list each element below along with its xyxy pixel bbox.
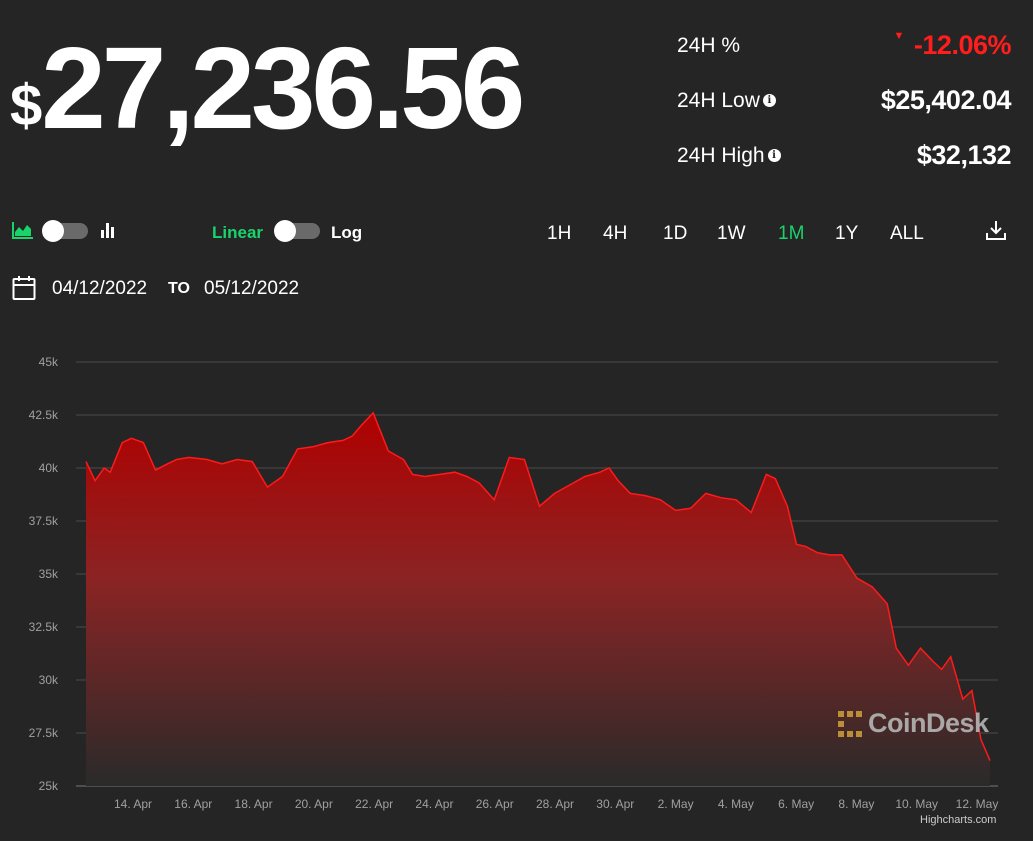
date-to-input[interactable]: 05/12/2022 [204, 278, 300, 299]
watermark-text: CoinDesk [868, 708, 989, 738]
stat-label: 24H % [677, 33, 741, 57]
stat-value: $25,402.04 [880, 85, 1012, 115]
date-range: 04/12/2022 TO 05/12/2022 [0, 273, 400, 303]
info-icon[interactable]: i [762, 94, 776, 107]
stat-value: ▼ -12.06% [893, 29, 1012, 61]
x-tick-label: 14. Apr [114, 797, 152, 811]
down-triangle-icon: ▼ [893, 29, 905, 42]
highcharts-credit[interactable]: Highcharts.com [920, 814, 997, 826]
range-all[interactable]: ALL [890, 223, 924, 244]
y-tick-label: 32.5k [29, 620, 59, 634]
x-tick-label: 4. May [718, 797, 754, 811]
chart-type-toggle[interactable] [42, 220, 88, 242]
x-tick-label: 8. May [838, 797, 874, 811]
stat-label: 24H High i [677, 144, 781, 168]
stat-value: $32,132 [916, 140, 1012, 170]
stat-24h-low: 24H Low i $25,402.04 [677, 73, 1012, 128]
change-percent: -12.06% [913, 30, 1012, 60]
x-tick-label: 10. May [895, 797, 938, 811]
y-tick-label: 27.5k [29, 726, 59, 740]
stat-24h-high: 24H High i $32,132 [677, 128, 1012, 183]
x-tick-label: 28. Apr [536, 797, 574, 811]
x-tick-label: 16. Apr [174, 797, 212, 811]
stats-panel: 24H % ▼ -12.06% 24H Low i $25,402.04 24H… [677, 18, 1012, 183]
calendar-icon[interactable] [12, 275, 36, 301]
x-tick-label: 26. Apr [476, 797, 514, 811]
range-1y[interactable]: 1Y [835, 223, 859, 244]
info-icon[interactable]: i [767, 149, 781, 162]
stat-24h-change: 24H % ▼ -12.06% [677, 18, 1012, 73]
x-tick-label: 24. Apr [415, 797, 453, 811]
y-tick-label: 42.5k [29, 408, 59, 422]
y-tick-label: 37.5k [29, 514, 59, 528]
y-tick-label: 45k [39, 355, 59, 369]
x-tick-label: 22. Apr [355, 797, 393, 811]
range-1d[interactable]: 1D [663, 223, 688, 244]
stat-label-text: 24H High [677, 143, 765, 167]
y-tick-label: 40k [39, 461, 59, 475]
price-value: 27,236.56 [41, 23, 525, 153]
stat-label-text: 24H Low [677, 88, 760, 112]
y-tick-label: 30k [39, 673, 59, 687]
chart-controls: Linear Log 1H 4H 1D 1W 1M 1Y ALL [0, 215, 1033, 249]
x-tick-label: 12. May [956, 797, 999, 811]
price-chart[interactable]: 25k 27.5k 30k 32.5k 35k 37.5k 40k 42.5k 45k 14. … [0, 340, 1033, 820]
area-chart-icon[interactable] [12, 221, 34, 239]
scale-linear-label[interactable]: Linear [212, 223, 264, 242]
download-icon[interactable] [985, 219, 1007, 241]
toggle-knob [42, 220, 64, 242]
x-tick-label: 6. May [778, 797, 814, 811]
price-area [86, 412, 990, 786]
coindesk-logo-icon [838, 710, 862, 737]
watermark: CoinDesk [836, 708, 989, 739]
to-label: TO [168, 280, 190, 297]
x-tick-label: 20. Apr [295, 797, 333, 811]
range-1h[interactable]: 1H [547, 223, 572, 244]
range-4h[interactable]: 4H [603, 223, 628, 244]
scale-toggle[interactable] [274, 220, 320, 242]
date-from-input[interactable]: 04/12/2022 [52, 278, 148, 299]
x-tick-label: 30. Apr [596, 797, 634, 811]
price-line [85, 411, 991, 761]
toggle-knob [274, 220, 296, 242]
y-tick-label: 25k [39, 779, 59, 793]
range-1m[interactable]: 1M [778, 223, 805, 244]
range-1w[interactable]: 1W [717, 223, 746, 244]
y-tick-label: 35k [39, 567, 59, 581]
stat-label: 24H Low i [677, 89, 776, 113]
scale-log-label[interactable]: Log [331, 223, 363, 242]
x-tick-label: 18. Apr [235, 797, 273, 811]
current-price: $ 27,236.56 [10, 23, 525, 153]
bar-chart-icon[interactable] [100, 221, 118, 239]
currency-symbol: $ [10, 73, 42, 138]
x-tick-label: 2. May [658, 797, 694, 811]
